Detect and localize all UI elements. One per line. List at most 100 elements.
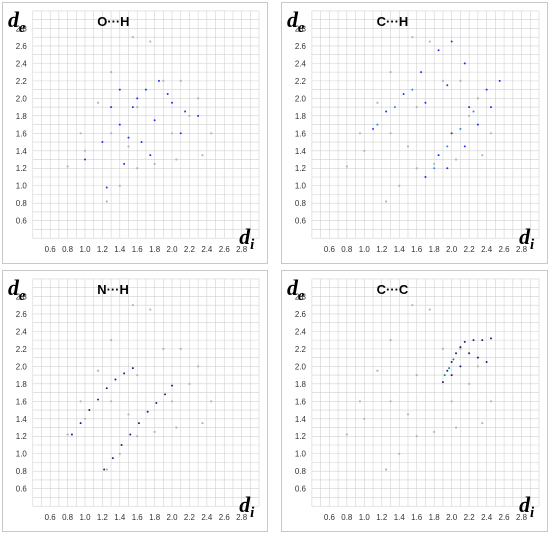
data-point (459, 347, 462, 350)
data-point (136, 167, 139, 170)
data-point (389, 132, 392, 135)
y-tick-label: 2.2 (295, 77, 307, 86)
plot-svg: 0.6 0.8 1.0 1.2 1.4 1.6 1.8 2.0 2.2 2.4 2.6 2.8 0.6 0… (8, 276, 260, 522)
data-point (454, 158, 458, 161)
x-tick-label: 1.2 (376, 245, 388, 254)
fingerprint-plot-c-h: 0.6 0.8 1.0 1.2 1.4 1.6 1.8 2.0 2.2 2.4 2.6 2.8 0.6 0… (281, 2, 548, 264)
y-tick-label: 2.0 (295, 362, 307, 371)
data-point (411, 36, 414, 39)
data-point (171, 384, 174, 387)
data-point (101, 141, 104, 144)
x-tick-label: 1.8 (149, 513, 161, 522)
data-point (454, 426, 458, 429)
y-axis-label: de (287, 8, 305, 36)
data-point (459, 127, 462, 130)
y-axis-label: de (8, 276, 26, 304)
data-point (170, 400, 174, 403)
x-tick-label: 0.6 (45, 513, 57, 522)
data-point (489, 106, 492, 109)
y-tick-label: 0.6 (295, 485, 307, 494)
data-point (450, 400, 453, 403)
data-point (446, 369, 449, 372)
y-tick-label: 2.4 (295, 59, 307, 68)
x-tick-label: 2.6 (499, 245, 511, 254)
data-point (455, 352, 458, 355)
data-point (443, 374, 446, 377)
data-point (463, 340, 466, 343)
data-point (489, 337, 492, 340)
data-point (149, 154, 152, 157)
y-tick-label: 1.4 (16, 147, 28, 156)
y-tick-label: 1.6 (295, 129, 307, 138)
data-point (468, 352, 471, 355)
y-tick-label: 1.4 (16, 415, 28, 424)
y-tick-label: 2.4 (16, 327, 28, 336)
x-tick-label: 2.2 (464, 245, 476, 254)
x-tick-label: 1.4 (394, 513, 406, 522)
data-point (123, 162, 126, 165)
y-tick-label: 2.4 (16, 59, 28, 68)
x-tick-label: 2.8 (236, 245, 248, 254)
data-point (131, 36, 134, 39)
y-tick-label: 0.6 (16, 485, 28, 494)
x-tick-label: 2.2 (464, 513, 476, 522)
data-point (450, 360, 453, 363)
y-tick-label: 2.0 (295, 94, 307, 103)
data-point (171, 101, 174, 104)
data-point (170, 132, 174, 135)
x-tick-label: 1.2 (97, 245, 108, 254)
y-tick-label: 1.2 (16, 164, 27, 173)
x-tick-label: 1.0 (359, 245, 371, 254)
contact-type-label: C···H (377, 14, 409, 29)
data-point (83, 417, 87, 420)
data-point (376, 101, 379, 104)
x-tick-label: 1.0 (79, 513, 91, 522)
data-point (446, 167, 449, 170)
data-point (415, 373, 418, 377)
data-point (175, 158, 178, 161)
x-tick-label: 1.2 (97, 513, 108, 522)
data-point (459, 365, 462, 368)
y-tick-label: 1.6 (16, 129, 28, 138)
series-1 (70, 367, 174, 471)
x-tick-label: 2.4 (201, 245, 213, 254)
fingerprint-plot-o-h: 0.6 0.8 1.0 1.2 1.4 1.6 1.8 2.0 2.2 2.4 2.6 2.8 0.6 0… (2, 2, 268, 264)
data-point (472, 339, 475, 342)
series-2 (443, 358, 455, 377)
data-point (433, 162, 436, 165)
data-point (437, 49, 440, 52)
y-tick-label: 1.0 (16, 450, 28, 459)
data-point (201, 154, 204, 157)
data-point (136, 97, 139, 100)
fingerprint-plot-n-h: 0.6 0.8 1.0 1.2 1.4 1.6 1.8 2.0 2.2 2.4 2.6 2.8 0.6 0… (2, 270, 268, 532)
data-point (149, 40, 152, 43)
data-point (441, 381, 444, 384)
data-point (415, 167, 418, 170)
data-point (83, 149, 87, 152)
data-point (406, 413, 410, 416)
data-point (450, 40, 453, 43)
contact-type-label: N···H (97, 282, 129, 297)
y-tick-label: 2.6 (16, 310, 28, 319)
data-point (162, 79, 165, 82)
data-point (184, 110, 187, 113)
contact-type-label: O···H (97, 14, 129, 29)
data-point (120, 444, 123, 446)
x-tick-label: 1.6 (411, 513, 423, 522)
y-tick-label: 2.2 (16, 77, 27, 86)
data-point (118, 123, 121, 126)
data-point (448, 367, 451, 370)
y-tick-label: 2.8 (16, 24, 28, 33)
data-point (363, 149, 366, 152)
data-point (398, 452, 401, 455)
data-point (411, 88, 414, 91)
data-point (79, 400, 82, 403)
data-point (179, 347, 182, 350)
x-tick-label: 0.6 (324, 245, 336, 254)
data-point (476, 123, 479, 126)
x-tick-label: 2.4 (481, 513, 493, 522)
y-axis-label: de (8, 8, 26, 36)
data-point (463, 62, 466, 65)
y-tick-label: 0.6 (16, 217, 28, 226)
